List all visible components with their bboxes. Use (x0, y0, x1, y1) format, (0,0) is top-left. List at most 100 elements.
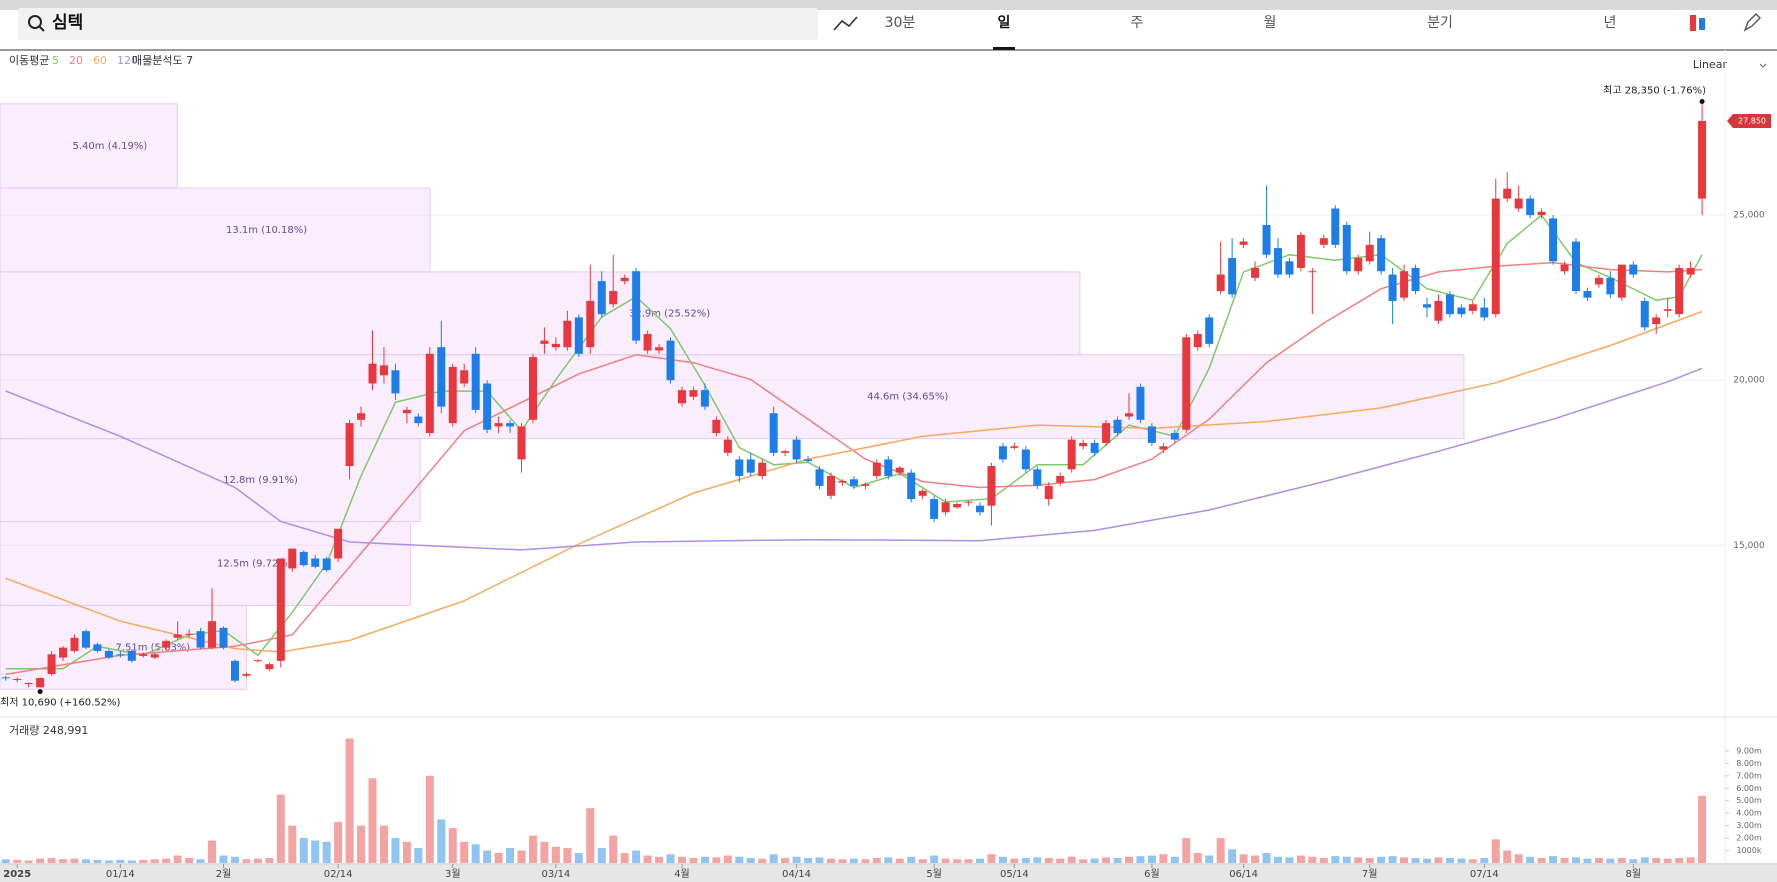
x-tick-label: 3월 (445, 868, 461, 880)
scale-caret[interactable] (1759, 63, 1767, 68)
period-tab[interactable]: 주 (1131, 15, 1144, 31)
volume-bar (723, 855, 732, 863)
volume-bar (219, 855, 228, 863)
candle-body (517, 426, 526, 460)
candle-body (895, 467, 904, 473)
volume-bar (345, 738, 354, 863)
candle-body (769, 413, 778, 453)
ma-legend[interactable]: 5 20 60 120 (52, 54, 156, 67)
volume-profile-band (0, 521, 411, 606)
volume-bar (334, 821, 343, 863)
chart-type-icon[interactable] (1690, 15, 1696, 31)
volume-bar (918, 859, 927, 863)
volume-profile-band (0, 271, 1081, 356)
search-box[interactable] (18, 8, 818, 40)
volume-legend[interactable]: 거래량 248,991 (9, 724, 88, 737)
candle-body (506, 423, 515, 427)
candle-body (460, 370, 469, 384)
period-tab[interactable]: 년 (1604, 15, 1617, 31)
volume-bar (36, 858, 45, 863)
period-tab[interactable]: 분기 (1427, 15, 1453, 31)
volume-bar (517, 850, 526, 863)
candle-body (13, 679, 22, 681)
volume-bar (1537, 858, 1546, 863)
candle-body (540, 340, 549, 344)
candle-body (494, 423, 503, 427)
profile-legend[interactable]: 매물분석도 7 (132, 54, 193, 67)
ma-legend-entry[interactable]: 120 (117, 54, 138, 67)
high-annotation: 최고 28,350 (-1.76%) (1603, 84, 1706, 96)
volume-bar (815, 857, 824, 863)
volume-bar (1491, 839, 1500, 863)
period-tab[interactable]: 일 (998, 15, 1011, 31)
volume-bar (414, 848, 423, 863)
candle-body (1400, 271, 1409, 298)
candle-body (139, 654, 148, 656)
volume-bar (70, 858, 79, 863)
period-tab[interactable]: 30분 (885, 15, 916, 31)
chart-type-icon[interactable] (1699, 18, 1705, 30)
candle-body (609, 291, 618, 305)
candle-body (998, 446, 1007, 460)
volume-bar (781, 858, 790, 863)
candle-body (1617, 264, 1626, 298)
volume-bar (1583, 858, 1592, 863)
ma-legend-entry[interactable]: 20 (69, 54, 83, 67)
volume-bar (1273, 856, 1282, 863)
candle-body (1216, 274, 1225, 292)
candle-body (471, 353, 480, 410)
volume-bar (1594, 858, 1603, 863)
candle-body (1228, 258, 1237, 295)
volume-bar (1308, 856, 1317, 863)
candle-body (1021, 449, 1030, 470)
volume-bar (1675, 858, 1684, 863)
volume-bar (1698, 795, 1707, 863)
volume-bar (1422, 858, 1431, 863)
volume-profile-label: 5.40m (4.19%) (73, 141, 148, 152)
volume-bar (93, 859, 102, 863)
volume-bar (666, 854, 675, 863)
volume-profile-band (0, 438, 421, 523)
candle-body (953, 504, 962, 508)
legend-close[interactable] (148, 57, 156, 65)
candle-body (872, 462, 881, 476)
draw-tool-icon[interactable] (833, 16, 858, 31)
candle-body (1526, 198, 1535, 216)
volume-bar (368, 778, 377, 863)
candle-body (941, 502, 950, 513)
moving-average-line (5, 367, 1703, 551)
volume-bar (872, 858, 881, 863)
candle-body (230, 660, 239, 681)
volume-bar (357, 825, 366, 863)
volume-bar (1136, 856, 1145, 863)
candle-body (1159, 446, 1168, 450)
volume-bar (1560, 858, 1569, 863)
volume-bar (1617, 858, 1626, 863)
candle-body (208, 621, 217, 648)
volume-bar (116, 859, 125, 863)
scale-toggle[interactable]: Linear (1693, 58, 1728, 71)
ma-legend-entry[interactable]: 60 (93, 54, 107, 67)
x-tick-label: 01/14 (106, 869, 135, 880)
edit-icon[interactable] (1743, 13, 1761, 32)
candle-body (655, 347, 664, 351)
volume-bar (1147, 855, 1156, 863)
candle-body (59, 647, 68, 658)
candle-body (1663, 309, 1672, 311)
period-tab[interactable]: 월 (1264, 15, 1277, 31)
candle-body (345, 423, 354, 467)
volume-bar (1170, 856, 1179, 863)
volume-bar (792, 856, 801, 863)
candle-body (1056, 475, 1065, 483)
volume-bar (230, 856, 239, 863)
candle-body (1365, 244, 1374, 262)
candle-body (265, 664, 274, 670)
volume-bar (1457, 858, 1466, 863)
candle-body (185, 633, 194, 635)
volume-bar (849, 858, 858, 863)
ma-legend-entry[interactable]: 5 (52, 54, 59, 67)
search-text[interactable]: 심텍 (52, 13, 83, 33)
volume-bar (1193, 853, 1202, 863)
volume-bar (712, 857, 721, 863)
